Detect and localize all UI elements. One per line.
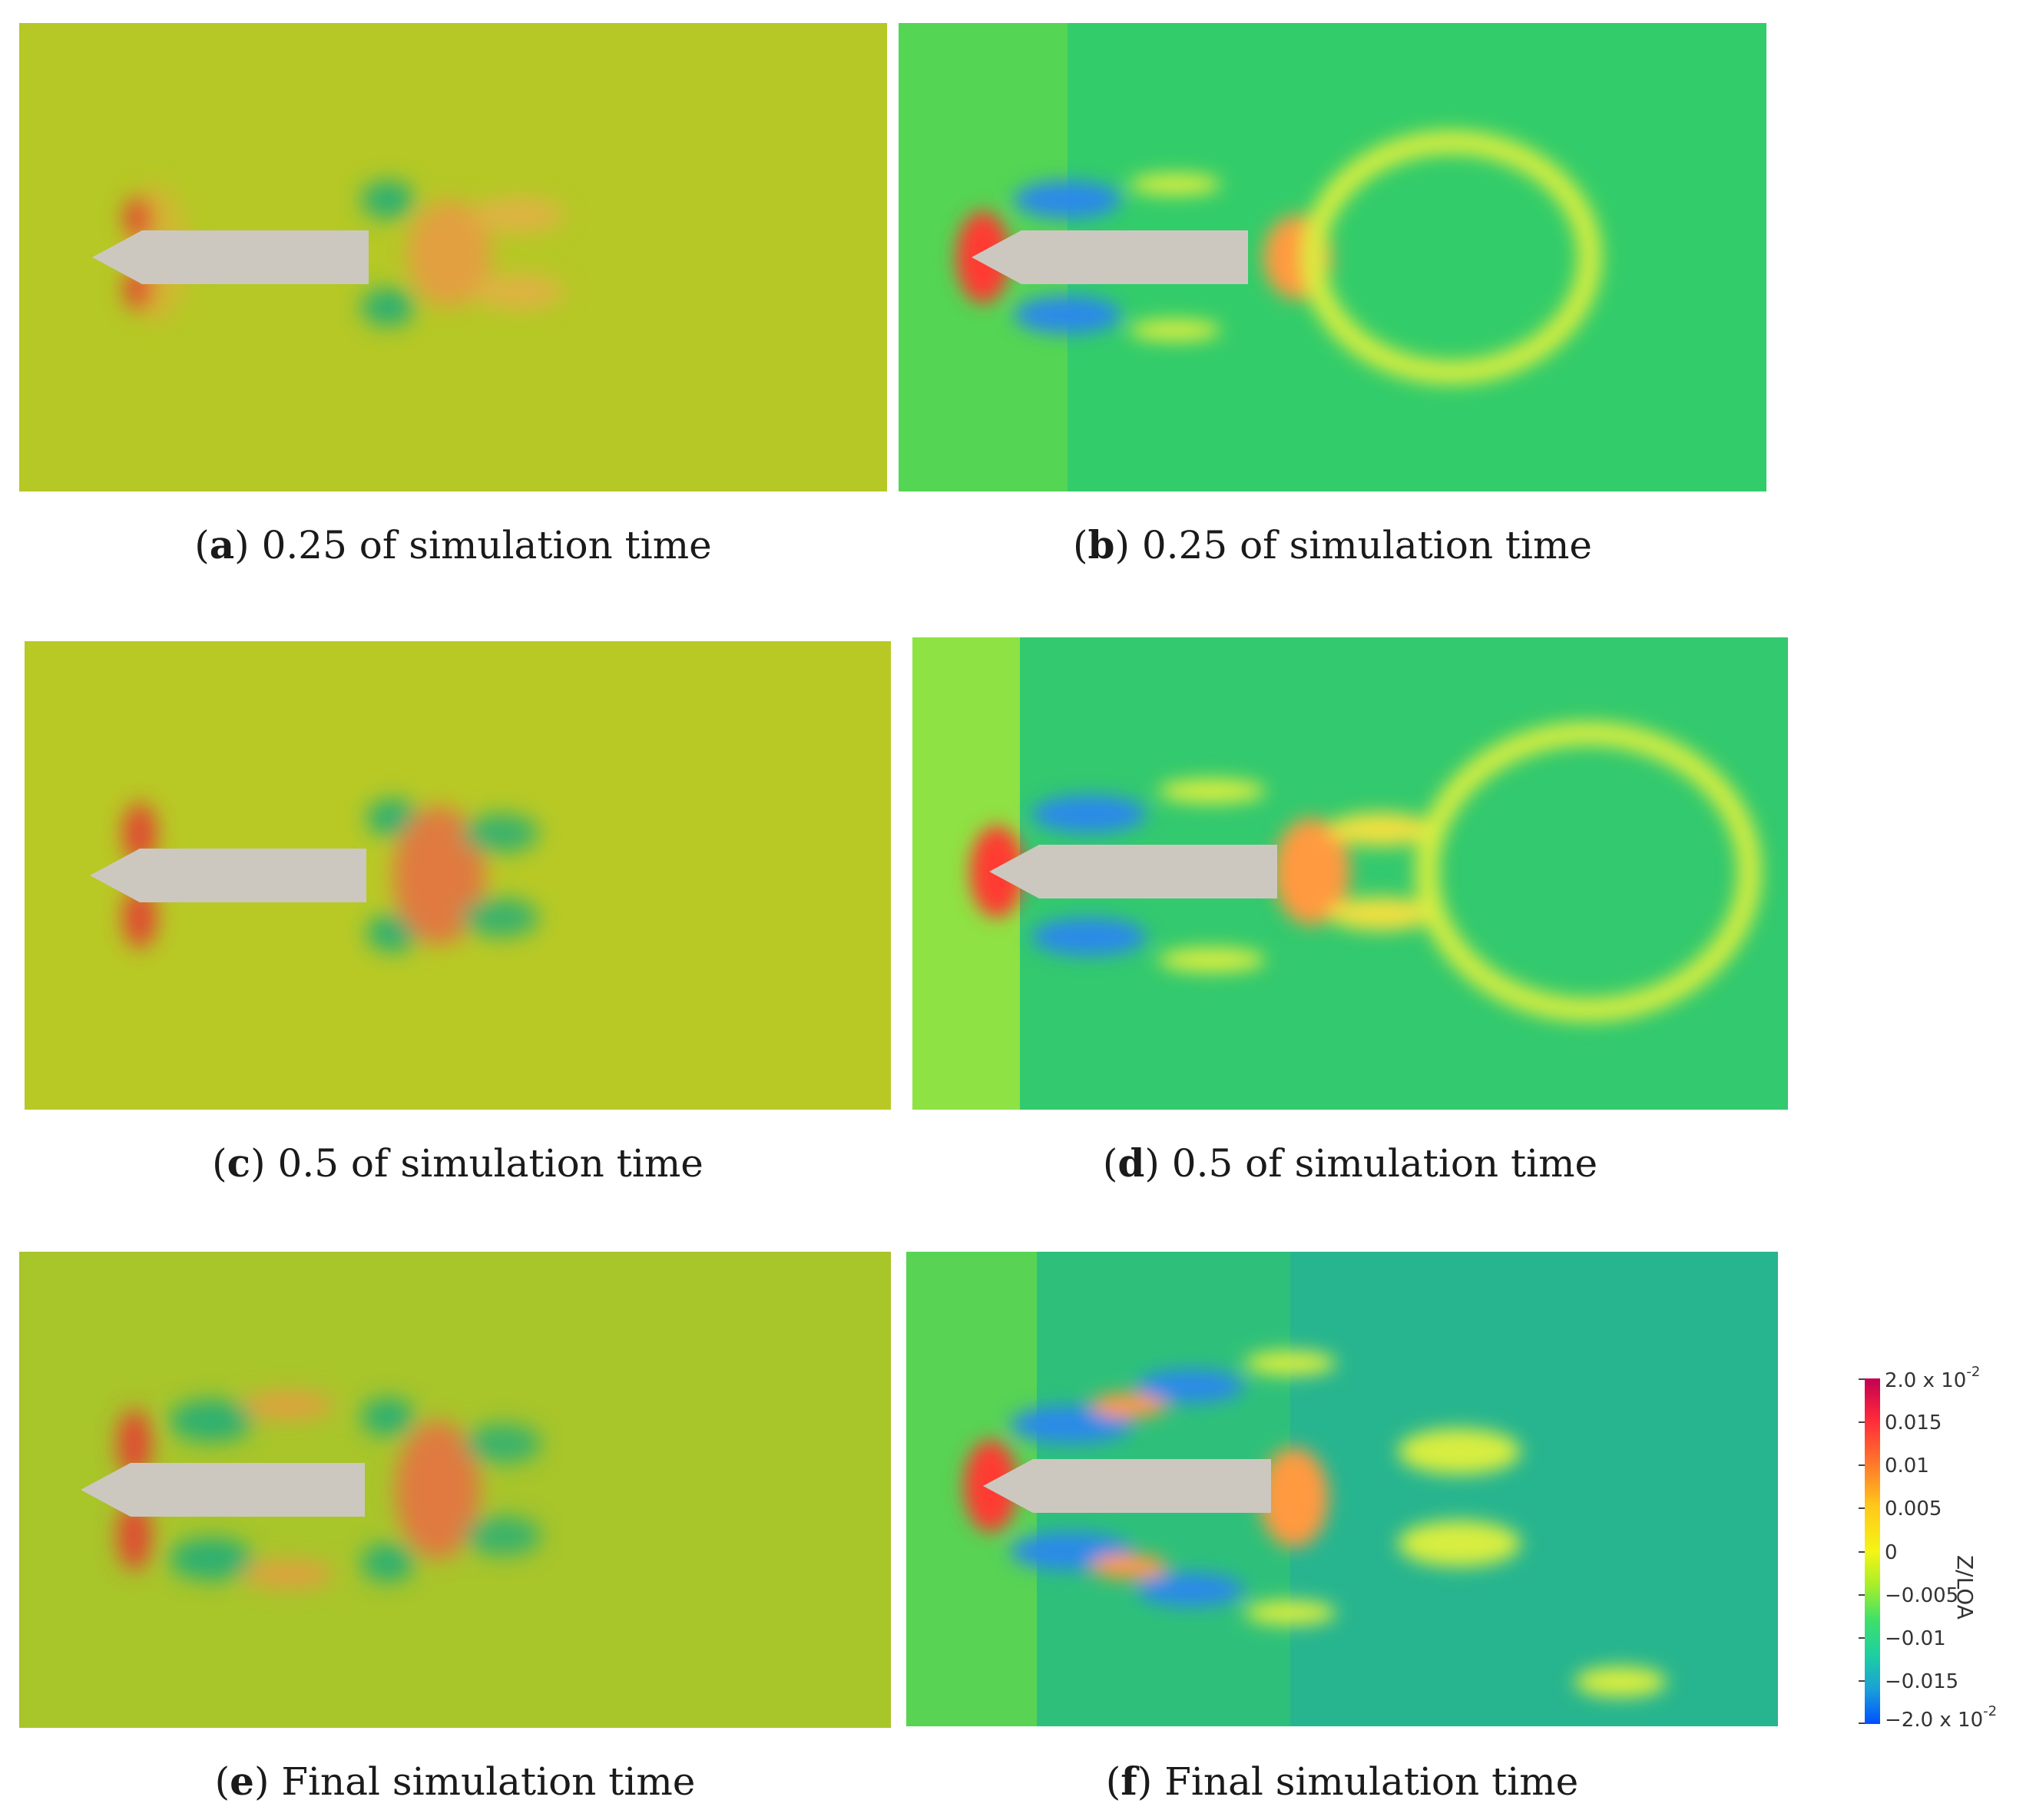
colorbar-gradient <box>1865 1378 1880 1724</box>
colorbar-tick <box>1859 1464 1865 1466</box>
colorbar-tick <box>1859 1594 1865 1596</box>
colorbar-tick <box>1859 1507 1865 1509</box>
colorbar-label: 0.01 <box>1885 1454 1929 1478</box>
colorbar-label-min: −2.0 x 10-2 <box>1885 1703 1998 1732</box>
colorbar-label: −0.01 <box>1885 1627 1946 1650</box>
colorbar-title: Z/LOA <box>1952 1555 1978 1620</box>
colorbar-tick <box>1859 1722 1865 1724</box>
colorbar-label: 0 <box>1885 1541 1898 1564</box>
caption-b: (b) 0.25 of simulation time <box>1072 522 1593 568</box>
colorbar-legend: 2.0 x 10-2 0.015 0.01 0.005 0 −0.005 −0.… <box>1859 1364 2036 1732</box>
colorbar-label: 0.005 <box>1885 1497 1942 1521</box>
caption-f: (f) Final simulation time <box>1105 1759 1579 1804</box>
colorbar-tick <box>1859 1680 1865 1682</box>
colorbar-tick <box>1859 1378 1865 1380</box>
colorbar-label: −0.005 <box>1885 1584 1959 1607</box>
panel-d-wave-elevation <box>912 637 1788 1110</box>
caption-c: (c) 0.5 of simulation time <box>212 1140 703 1186</box>
panel-b-wave-elevation <box>899 23 1766 491</box>
caption-e: (e) Final simulation time <box>214 1759 696 1804</box>
colorbar-label: −0.015 <box>1885 1670 1959 1693</box>
colorbar-label-max: 2.0 x 10-2 <box>1885 1364 1981 1392</box>
caption-a: (a) 0.25 of simulation time <box>194 522 712 568</box>
colorbar-tick <box>1859 1421 1865 1423</box>
colorbar-tick <box>1859 1637 1865 1639</box>
panel-e-wave-elevation <box>19 1252 891 1728</box>
panel-c-wave-elevation <box>25 641 891 1110</box>
panel-a-wave-elevation <box>19 23 887 491</box>
caption-d: (d) 0.5 of simulation time <box>1102 1140 1598 1186</box>
colorbar-tick <box>1859 1551 1865 1553</box>
colorbar-label: 0.015 <box>1885 1411 1942 1434</box>
panel-f-wave-elevation <box>906 1252 1778 1726</box>
